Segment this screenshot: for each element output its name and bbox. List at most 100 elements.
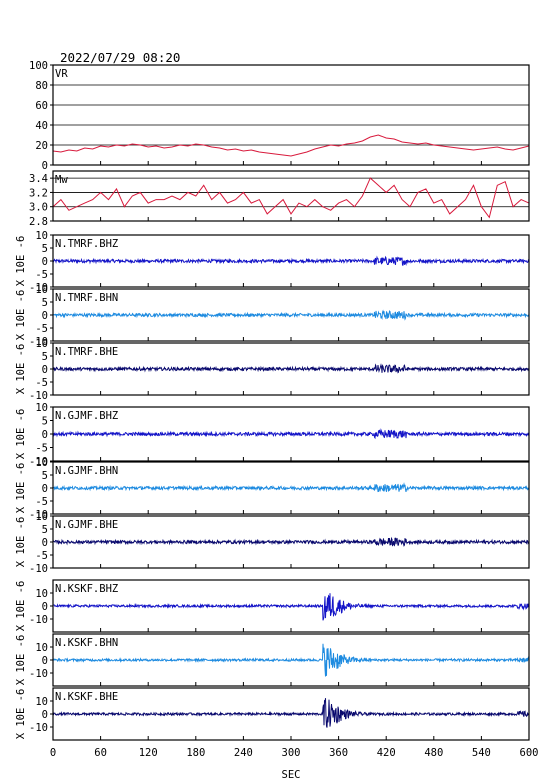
y-tick-label: 0 [42,655,48,667]
panel-mw: 3.4 3.2 3.0 2.8 Mw [29,170,530,228]
header-timestamp: 2022/07/29 08:20 [60,50,180,65]
y-tick-label: 10 [35,284,48,296]
y-tick-label: 40 [35,120,48,132]
y-axis-unit-label: X 10E -6 [15,409,27,460]
y-tick-label: 0 [42,537,48,549]
x-tick-label: 540 [472,747,491,759]
waveform-gjmf-bhe [52,536,530,547]
y-tick-label: -5 [35,443,48,455]
panel-kskf-bhz: 100-10X 10E -6 N.KSKF.BHZ [15,579,530,633]
panel-vr: 100 80 60 40 20 0 VR [29,60,530,172]
series-line-mw [52,177,530,219]
x-tick-label: 240 [234,747,253,759]
waveform-tmrf-bhn [52,309,530,321]
panel-label: N.GJMF.BHN [55,465,118,477]
y-tick-label: -10 [29,722,48,734]
waveform-gjmf-bhn [52,482,530,493]
y-tick-label: -10 [29,614,48,626]
panel-label: N.KSKF.BHZ [55,583,118,595]
y-tick-label: -5 [35,323,48,335]
y-axis-unit-label: X 10E -6 [15,344,27,395]
waveform-tmrf-bhz [52,255,530,266]
waveform-kskf-bhe [52,698,530,728]
y-tick-label: 5 [42,351,48,363]
panel-label: N.TMRF.BHE [55,346,118,358]
panel-frame [52,64,530,166]
y-tick-label: 3.2 [29,187,48,199]
y-tick-label: -5 [35,269,48,281]
x-tick-label: 360 [329,747,348,759]
y-tick-label: -5 [35,550,48,562]
y-tick-label: 5 [42,297,48,309]
x-tick-label: 0 [50,747,56,759]
waveform-gjmf-bhz [52,428,530,440]
y-tick-label: 0 [42,310,48,322]
y-tick-label: 5 [42,243,48,255]
y-tick-label: 0 [42,429,48,441]
y-axis-unit-label: X 10E -6 [15,635,27,686]
waveform-tmrf-bhe [52,363,530,374]
y-tick-label: 10 [35,588,48,600]
y-tick-label: 10 [35,402,48,414]
x-tick-label: 120 [139,747,158,759]
x-tick-label: 480 [424,747,443,759]
x-axis-label: SEC [282,769,301,781]
y-axis-unit-label: X 10E -6 [15,689,27,740]
y-tick-label: -5 [35,496,48,508]
panel-gjmf-bhz: 10 50 -5-10X 10E -6 N.GJMF.BHZ [15,402,530,468]
y-axis-unit-label: X 10E -6 [15,581,27,632]
x-tick-label: 420 [377,747,396,759]
y-tick-label: 5 [42,470,48,482]
panel-label: N.GJMF.BHE [55,519,118,531]
y-tick-label: 3.4 [29,173,48,185]
y-tick-label: -10 [29,563,48,575]
panel-kskf-bhn: 100-10X 10E -6 N.KSKF.BHN [15,633,530,687]
y-tick-label: 2.8 [29,216,48,228]
y-tick-label: 10 [35,511,48,523]
waveform-kskf-bhn [52,643,530,677]
x-tick-label: 300 [282,747,301,759]
y-tick-label: -10 [29,390,48,402]
y-axis-unit-label: X 10E -6 [15,517,27,568]
panel-label: N.KSKF.BHE [55,691,118,703]
series-line-vr [52,134,530,157]
y-tick-label: -5 [35,377,48,389]
y-tick-label: 60 [35,100,48,112]
y-tick-label: 0 [42,364,48,376]
y-tick-label: 0 [42,601,48,613]
panel-label: N.TMRF.BHZ [55,238,118,250]
y-tick-label: 10 [35,230,48,242]
y-tick-label: 10 [35,457,48,469]
y-axis-unit-label: X 10E -6 [15,290,27,341]
y-tick-label: 5 [42,416,48,428]
x-tick-label: 60 [94,747,107,759]
panel-kskf-bhe: 100-10X 10E -6 N.KSKF.BHE [15,687,530,741]
y-tick-label: 0 [42,256,48,268]
y-tick-label: 0 [42,709,48,721]
panel-label: N.TMRF.BHN [55,292,118,304]
y-tick-label: 10 [35,696,48,708]
y-tick-label: 0 [42,160,48,172]
y-tick-label: 5 [42,524,48,536]
y-tick-label: 10 [35,642,48,654]
panel-label: VR [55,68,68,80]
panel-label: N.GJMF.BHZ [55,410,118,422]
y-tick-label: 0 [42,483,48,495]
waveform-kskf-bhz [52,593,530,621]
y-axis-unit-label: X 10E -6 [15,236,27,287]
y-tick-label: 3.0 [29,202,48,214]
y-tick-label: -10 [29,509,48,521]
y-tick-label: -10 [29,456,48,468]
y-tick-label: -10 [29,668,48,680]
y-tick-label: 100 [29,60,48,72]
panel-label: N.KSKF.BHN [55,637,118,649]
y-tick-label: -10 [29,282,48,294]
y-tick-label: 80 [35,80,48,92]
y-tick-label: 10 [35,338,48,350]
